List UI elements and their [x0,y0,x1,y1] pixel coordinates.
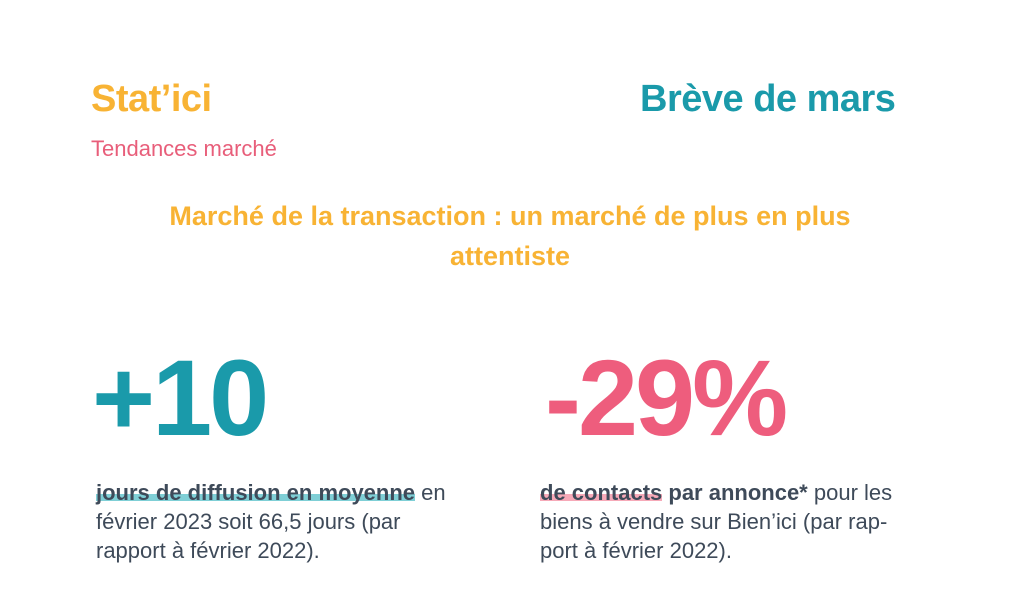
stat-days-value: +10 [92,337,269,458]
stat-days-rest: en [415,480,446,505]
headline: Marché de la transaction : un marché de … [110,196,910,276]
stat-days-line-1: jours de diffusion en moyenne en [96,478,486,507]
stat-days-line-3: rapport à février 2022). [96,538,320,563]
stat-contacts-bold: par annonce* [662,480,808,505]
stat-contacts-description: de contacts par annonce* pour les biens … [540,478,930,565]
stat-contacts-line-1: de contacts par annonce* pour les [540,478,930,507]
stat-days-description: jours de diffusion en moyenne en février… [96,478,486,565]
stat-days-highlight: jours de diffusion en moyenne [96,480,416,505]
headline-line-1: Marché de la transaction : un marché de … [169,201,851,231]
tagline: Tendances marché [91,136,277,161]
issue-title: Brève de mars [640,78,896,120]
brand-title: Stat’ici [91,78,212,120]
stat-contacts-rest: pour les [807,480,893,505]
stat-contacts-value: -29% [545,337,788,458]
headline-line-2: attentiste [449,241,571,271]
stat-contacts-line-2: biens à vendre sur Bien’ici (par rap- [540,509,888,534]
stat-contacts-highlight: de contacts [540,480,663,505]
stat-contacts-line-3: port à février 2022). [540,538,732,563]
stat-days-line-2: février 2023 soit 66,5 jours (par [96,509,401,534]
